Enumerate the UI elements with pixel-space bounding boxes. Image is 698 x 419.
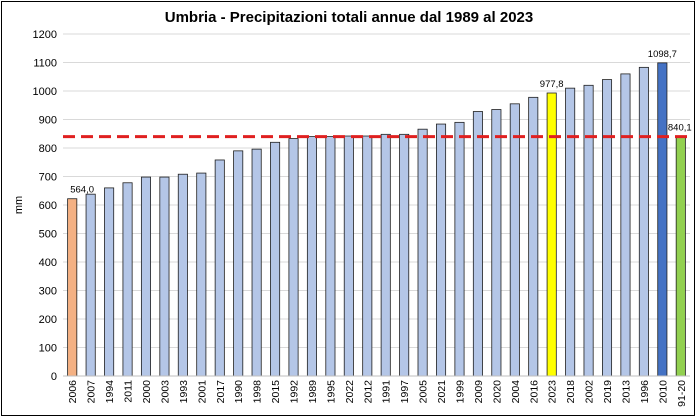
bar-1997 [399,133,410,377]
y-tick-label: 400 [39,257,57,269]
x-tick-label: 1998 [252,380,264,404]
bar-2006 [67,198,78,377]
data-label-2006: 564,0 [70,185,94,196]
bar-91-20 [675,136,686,377]
y-tick-label: 100 [39,343,57,355]
x-tick-label: 2016 [528,380,540,404]
x-tick-label: 2005 [418,380,430,404]
y-tick-label: 1000 [33,86,57,98]
x-tick-label: 2000 [141,380,153,404]
bar-2018 [565,87,576,377]
x-tick-label: 1995 [325,380,337,404]
bar-2013 [620,73,631,377]
data-label-91-20: 840,1 [668,123,692,134]
bar-2003 [159,176,170,377]
x-tick-label: 2011 [123,380,135,403]
x-tick-label: 2007 [86,380,98,404]
y-tick-label: 1100 [33,58,57,70]
y-tick-label: 800 [39,143,57,155]
x-tick-label: 1991 [381,380,393,404]
y-tick-label: 200 [39,314,57,326]
bar-2015 [270,141,281,377]
bar-1993 [177,173,188,377]
x-tick-label: 2006 [67,380,79,404]
bar-2004 [509,103,520,377]
x-tick-label: 2002 [584,380,596,404]
bar-2005 [417,128,428,377]
bar-2021 [436,123,447,377]
x-tick-label: 2009 [473,380,485,404]
bar-2016 [528,96,539,377]
bar-2012 [362,135,373,377]
bar-1996 [638,66,649,377]
bar-1994 [104,187,115,377]
x-tick-label: 1999 [454,380,466,404]
y-tick-label: 1200 [33,29,57,41]
bar-2020 [491,109,502,377]
x-tick-label: 2017 [215,380,227,404]
bar-1995 [325,136,336,377]
x-tick-label: 1990 [233,380,245,404]
bar-1992 [288,138,299,377]
chart-title: Umbria - Precipitazioni totali annue dal… [165,9,533,26]
bar-2019 [602,79,613,377]
x-tick-label: 2023 [547,380,559,404]
x-tick-label: 91-20 [676,380,688,407]
x-tick-label: 1993 [178,380,190,404]
x-tick-label: 2001 [196,380,208,404]
x-tick-label: 1997 [399,380,411,404]
bar-2010 [657,62,668,377]
bar-2017 [214,159,225,377]
x-tick-label: 2018 [565,380,577,404]
x-tick-label: 2012 [362,380,374,404]
data-label-2023: 977,8 [540,79,564,90]
x-tick-label: 1996 [639,380,651,404]
data-label-2010: 1098,7 [648,49,677,60]
x-tick-label: 2020 [491,380,503,404]
x-tick-label: 2004 [510,380,522,404]
y-axis-label: mm [13,196,25,214]
bar-2007 [85,193,96,377]
y-tick-label: 500 [39,229,57,241]
bar-1998 [251,148,262,377]
y-tick-label: 300 [39,286,57,298]
x-tick-label: 1989 [307,380,319,404]
x-tick-label: 2003 [159,380,171,404]
x-tick-label: 2013 [620,380,632,404]
bar-1991 [380,133,391,377]
bar-2009 [472,111,483,377]
bar-2011 [122,182,133,377]
x-tick-label: 2019 [602,380,614,404]
y-tick-label: 0 [51,371,57,383]
bar-2001 [196,172,207,377]
bar-2000 [140,176,151,377]
x-tick-label: 2015 [270,380,282,404]
bar-2002 [583,84,594,377]
x-tick-label: 2022 [344,380,356,404]
x-tick-label: 2021 [436,380,448,404]
bar-1989 [306,136,317,377]
y-tick-label: 700 [39,172,57,184]
x-tick-label: 2010 [657,380,669,404]
bar-2022 [343,135,354,377]
bar-1990 [233,150,244,377]
y-tick-label: 600 [39,200,57,212]
y-tick-label: 900 [39,115,57,127]
x-tick-label: 1992 [289,380,301,404]
x-tick-label: 1994 [104,380,116,404]
bar-1999 [454,121,465,377]
